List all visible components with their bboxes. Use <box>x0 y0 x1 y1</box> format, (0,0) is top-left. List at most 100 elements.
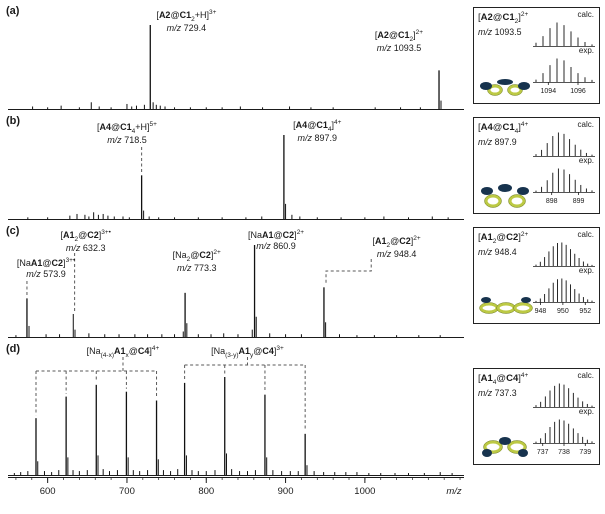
annotation-formula: [Na(3-y)A1y@C4]3+ <box>211 345 284 359</box>
guest-molecule <box>482 449 492 457</box>
peak-annotation: [A12@C2]2+ m/z 948.4 <box>372 235 420 260</box>
calc-isotope-pattern <box>533 132 595 157</box>
mini-tick-label: 952 <box>579 308 591 314</box>
inset-right-column: calc. exp. 948 950 952 <box>532 231 596 321</box>
macrocycle-ring <box>513 302 533 314</box>
macrocycle-ring <box>507 84 523 96</box>
spectrum-svg <box>8 245 464 338</box>
macrocycle-outline <box>507 84 523 96</box>
peak-annotation: [Na(3-y)A1y@C4]3+ <box>211 345 284 359</box>
molecule-cartoon <box>481 184 529 208</box>
tick-label: 800 <box>198 486 214 497</box>
calc-isotope-pattern <box>533 383 595 408</box>
guest-molecule <box>481 297 491 303</box>
inset-mz-value: m/z 1093.5 <box>478 27 522 38</box>
annotation-formula: [NaA1@C2]2+ <box>247 229 305 240</box>
macrocycle-outline <box>508 194 526 208</box>
annotation-formula: [A4@C14+H]5+ <box>96 121 157 135</box>
annotation-formula: [A4@C14]4+ <box>293 119 342 133</box>
inset-isotope-box-d: [A14@C4]4+ m/z 737.3 calc. exp. 737 738 739 <box>473 368 600 465</box>
plot-area-d: (d) [Na(4-x)A1x@C4]4+ [Na(3-y)A1y@C4]3+ <box>6 343 466 477</box>
calc-isotope-pattern <box>533 22 595 47</box>
exp-isotope-pattern: 1094 1096 <box>533 58 595 94</box>
molecule-cartoon <box>479 297 533 314</box>
calc-label: calc. <box>577 120 594 129</box>
annotation-formula: [Na(4-x)A1x@C4]4+ <box>86 345 160 359</box>
peak-annotation: [A4@C14]4+ m/z 897.9 <box>293 119 341 144</box>
macrocycle-ring <box>487 84 503 96</box>
mini-tick-label: 738 <box>558 449 570 455</box>
guest-molecule <box>517 187 529 195</box>
dashed-connector <box>325 259 372 283</box>
peak-annotation: [NaA1@C2]3+• m/z 573.9 <box>17 257 75 279</box>
exp-isotope-pattern: 898 899 <box>533 168 595 204</box>
mini-tick-label: 950 <box>557 308 569 314</box>
macrocycle-ring <box>496 302 516 314</box>
macrocycle-ring <box>484 194 502 208</box>
inset-right-column: calc. exp. 1094 1096 <box>532 11 596 101</box>
inset-isotope-box-b: [A4@C14]4+ m/z 897.9 calc. exp. 898 899 <box>473 117 600 214</box>
spectrum-svg <box>8 25 464 110</box>
annotation-mz: m/z 773.3 <box>176 263 217 274</box>
inset-mz-value: m/z 948.4 <box>478 247 517 258</box>
peak-annotation: [A4@C14+H]5+ m/z 718.5 <box>97 121 157 146</box>
guest-molecule <box>498 184 512 192</box>
inset-isotope-box-c: [A12@C2]2+ m/z 948.4 calc. exp. 948 950 952 <box>473 227 600 324</box>
tick-label: 600 <box>40 486 56 497</box>
calc-isotope-pattern <box>533 242 595 267</box>
annotation-mz: m/z 1093.5 <box>376 43 422 54</box>
molecule-cartoon <box>482 437 528 457</box>
inset-mz-value: m/z 737.3 <box>478 388 517 399</box>
macrocycle-outline <box>484 194 502 208</box>
annotation-mz: m/z 948.4 <box>376 249 417 260</box>
guest-molecule <box>518 449 528 457</box>
inset-left-column: [A2@C12]2+ m/z 1093.5 <box>478 11 530 101</box>
panel-label: (d) <box>6 343 21 355</box>
peak-annotation: [NaA1@C2]2+ m/z 860.9 <box>248 229 304 251</box>
mini-tick-label: 948 <box>535 308 547 314</box>
annotation-mz: m/z 860.9 <box>256 240 296 251</box>
guest-molecule <box>481 187 493 195</box>
annotation-mz: m/z 573.9 <box>26 268 66 279</box>
panel-label: (c) <box>6 225 20 237</box>
macrocycle-ring <box>508 194 526 208</box>
annotation-formula: [A12@C2]3+• <box>60 229 111 243</box>
annotation-formula: [A2@C12]2+ <box>374 29 424 43</box>
inset-formula: [A2@C12]2+ <box>478 11 529 26</box>
molecule-cartoon <box>480 79 530 96</box>
panel-label: (b) <box>6 115 21 127</box>
annotation-mz: m/z 729.4 <box>166 23 207 34</box>
annotation-mz: m/z 897.9 <box>297 133 338 144</box>
annotation-formula: [Na2@C2]2+ <box>172 249 221 263</box>
mini-tick-label: 1096 <box>570 88 586 94</box>
guest-molecule <box>521 297 531 303</box>
peak-annotation: [A12@C2]3+• m/z 632.3 <box>60 229 111 254</box>
spectrum-panel-b: (b) [A4@C14+H]5+ m/z 718.5 [A4@C14]4+ m/z 89… <box>6 115 601 221</box>
macrocycle-outline <box>507 440 527 454</box>
macrocycle-ring <box>483 440 503 454</box>
annotation-formula: [A2@C12+H]3+ <box>156 9 217 23</box>
inset-left-column: [A4@C14]4+ m/z 897.9 <box>478 121 530 211</box>
plot-area-c: (c) [NaA1@C2]3+• m/z 573.9 [A12@C2]3+• m/z 6… <box>6 225 466 339</box>
macrocycle-ring <box>507 440 527 454</box>
spectrum-svg <box>8 135 464 220</box>
inset-formula: [A12@C2]2+ <box>478 231 529 246</box>
annotation-formula: [NaA1@C2]3+• <box>16 257 76 268</box>
guest-molecule <box>497 79 513 85</box>
mini-tick-label: 737 <box>537 449 549 455</box>
annotation-formula: [A12@C2]2+ <box>372 235 421 249</box>
inset-right-column: calc. exp. 737 738 739 <box>532 372 596 462</box>
peak-annotation: [A2@C12]2+ m/z 1093.5 <box>375 29 423 54</box>
calc-label: calc. <box>577 10 594 19</box>
guest-molecule <box>480 82 492 90</box>
mini-tick-label: 1094 <box>541 88 557 94</box>
inset-isotope-box-a: [A2@C12]2+ m/z 1093.5 calc. exp. 1094 1096 <box>473 7 600 104</box>
calc-label: calc. <box>577 371 594 380</box>
exp-label: exp. <box>578 46 594 55</box>
macrocycle-ring <box>479 302 499 314</box>
mini-tick-label: 739 <box>579 449 591 455</box>
mini-tick-label: 898 <box>546 198 558 204</box>
mini-tick-label: 899 <box>573 198 585 204</box>
spectrum-panel-c: (c) [NaA1@C2]3+• m/z 573.9 [A12@C2]3+• m/z 6… <box>6 225 601 339</box>
